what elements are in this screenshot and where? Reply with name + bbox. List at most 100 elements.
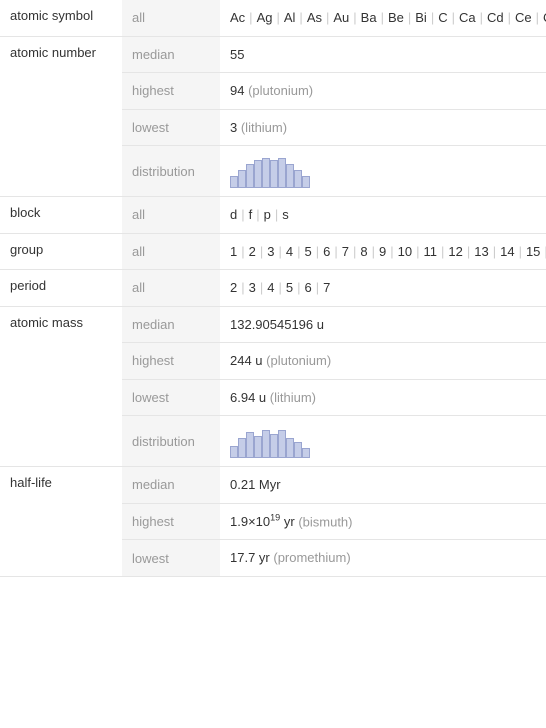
value-item: 4	[267, 280, 274, 295]
separator: |	[241, 244, 244, 259]
separator: |	[508, 10, 511, 25]
stat-label: distribution	[122, 416, 220, 466]
value-text: 55	[230, 47, 244, 62]
value-item: d	[230, 207, 237, 222]
chart-bar	[270, 160, 278, 188]
separator: |	[249, 10, 252, 25]
chart-bar	[246, 164, 254, 188]
value-item: Ba	[361, 10, 377, 25]
separator: |	[519, 244, 522, 259]
stat-label: lowest	[122, 540, 220, 576]
separator: |	[241, 280, 244, 295]
value-item: 6	[323, 244, 330, 259]
chart-bar	[278, 430, 286, 458]
chart-bar	[286, 164, 294, 188]
separator: |	[276, 10, 279, 25]
row-atomic-mass: atomic mass median132.90545196 uhighest2…	[0, 307, 546, 468]
separator: |	[326, 10, 329, 25]
properties-table: atomic symbol all Ac|Ag|Al|As|Au|Ba|Be|B…	[0, 0, 546, 577]
row-group: group all 1|2|3|4|5|6|7|8|9|10|11|12|13|…	[0, 234, 546, 271]
stat-row: lowest17.7 yr (promethium)	[122, 540, 546, 576]
value-item: 5	[305, 244, 312, 259]
chart-bar	[238, 170, 246, 188]
row-atomic-symbol: atomic symbol all Ac|Ag|Al|As|Au|Ba|Be|B…	[0, 0, 546, 37]
stat-row: median 0.21 Myr	[122, 467, 546, 504]
stat-value: 1.9×1019 yr (bismuth)	[220, 504, 546, 540]
value-item: Au	[333, 10, 349, 25]
chart-bar	[246, 432, 254, 458]
separator: |	[275, 207, 278, 222]
stat-label: median	[122, 307, 220, 343]
stat-label: all	[122, 234, 220, 270]
value-item: Ca	[459, 10, 476, 25]
stat-value: 3 (lithium)	[220, 110, 546, 146]
property-label: atomic number	[0, 37, 122, 197]
context-text: (lithium)	[237, 120, 287, 135]
stat-value: 244 u (plutonium)	[220, 343, 546, 379]
context-text: (plutonium)	[263, 353, 332, 368]
separator: |	[241, 207, 244, 222]
stat-row: median 132.90545196 u	[122, 307, 546, 344]
value-text: 0.21 Myr	[230, 477, 281, 492]
value-text: 94	[230, 83, 244, 98]
separator: |	[353, 10, 356, 25]
value-item: 10	[398, 244, 412, 259]
chart-bar	[254, 436, 262, 458]
separator: |	[299, 10, 302, 25]
stat-value: 17.7 yr (promethium)	[220, 540, 546, 576]
stat-value: 0.21 Myr	[220, 467, 546, 503]
value-cell: d|f|p|s	[220, 197, 546, 233]
chart-bar	[238, 438, 246, 458]
value-item: 4	[286, 244, 293, 259]
value-item: Cd	[487, 10, 504, 25]
stat-label: median	[122, 467, 220, 503]
value-item: 3	[249, 280, 256, 295]
row-half-life: half-life median0.21 Myrhighest1.9×1019 …	[0, 467, 546, 577]
separator: |	[431, 10, 434, 25]
value-item: 6	[305, 280, 312, 295]
value-text: 6.94 u	[230, 390, 266, 405]
separator: |	[260, 244, 263, 259]
value-text: 17.7 yr	[230, 550, 270, 565]
stat-value: 55	[220, 37, 546, 73]
separator: |	[467, 244, 470, 259]
separator: |	[372, 244, 375, 259]
distribution-chart	[230, 424, 310, 458]
stat-label: distribution	[122, 146, 220, 196]
value-text: 244 u	[230, 353, 263, 368]
separator: |	[260, 280, 263, 295]
chart-bar	[286, 438, 294, 458]
context-text: (plutonium)	[244, 83, 313, 98]
stat-value: 132.90545196 u	[220, 307, 546, 343]
property-label: period	[0, 270, 122, 306]
value-item: 2	[230, 280, 237, 295]
chart-bar	[262, 158, 270, 188]
property-label: half-life	[0, 467, 122, 576]
separator: |	[441, 244, 444, 259]
stat-label: all	[122, 270, 220, 306]
value-cell: 2|3|4|5|6|7	[220, 270, 546, 306]
separator: |	[536, 10, 539, 25]
value-item: C	[438, 10, 447, 25]
value-item: As	[307, 10, 322, 25]
chart-bar	[302, 176, 310, 188]
value-item: 3	[267, 244, 274, 259]
value-item: 9	[379, 244, 386, 259]
stat-label: median	[122, 37, 220, 73]
value-text: 132.90545196 u	[230, 317, 324, 332]
value-text: 1.9×1019 yr	[230, 514, 295, 529]
value-item: 5	[286, 280, 293, 295]
chart-bar	[230, 446, 238, 458]
separator: |	[278, 244, 281, 259]
value-item: Ag	[257, 10, 273, 25]
stat-label: lowest	[122, 110, 220, 146]
separator: |	[408, 10, 411, 25]
stat-label: all	[122, 197, 220, 233]
separator: |	[334, 244, 337, 259]
separator: |	[297, 244, 300, 259]
value-cell: Ac|Ag|Al|As|Au|Ba|Be|Bi|C|Ca|Cd|Ce|Co|Cr…	[220, 0, 546, 36]
separator: |	[493, 244, 496, 259]
separator: |	[452, 10, 455, 25]
row-period: period all 2|3|4|5|6|7	[0, 270, 546, 307]
value-item: 1	[230, 244, 237, 259]
